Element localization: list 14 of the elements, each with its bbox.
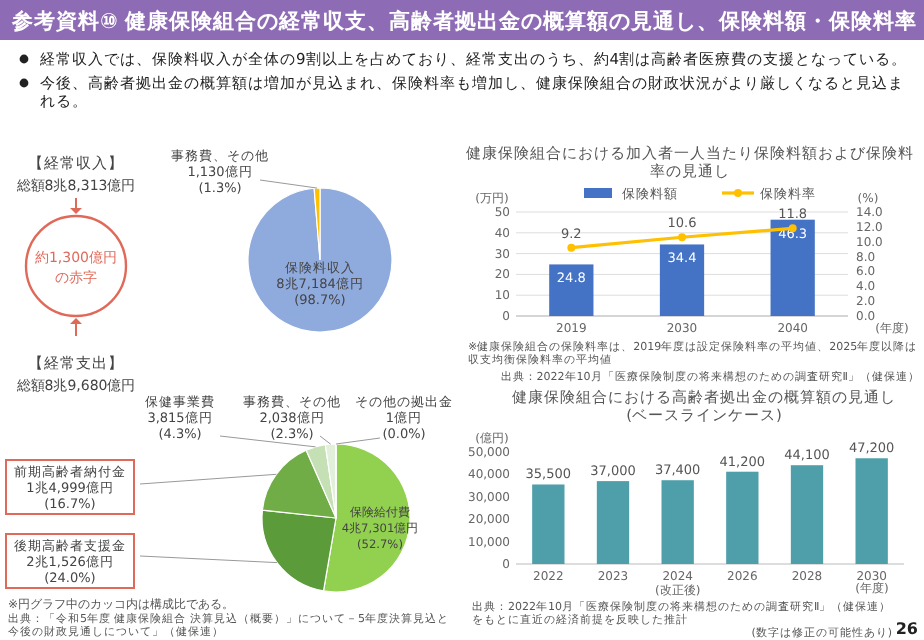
text: 参考資料⑩ 健康保険組合の経常収支、高齢者拠出金の概算額の見通し、保険料額・保険料率	[10, 8, 918, 34]
bar	[596, 481, 630, 564]
bar	[726, 471, 759, 564]
bar	[770, 219, 815, 316]
pie-slice	[247, 187, 393, 333]
point	[678, 233, 686, 242]
bar	[661, 480, 694, 564]
bar	[532, 484, 565, 564]
point	[567, 243, 576, 252]
text: 26	[895, 620, 919, 638]
bar	[549, 264, 594, 316]
bar	[855, 458, 888, 564]
bar	[659, 244, 705, 316]
bar	[790, 465, 824, 564]
